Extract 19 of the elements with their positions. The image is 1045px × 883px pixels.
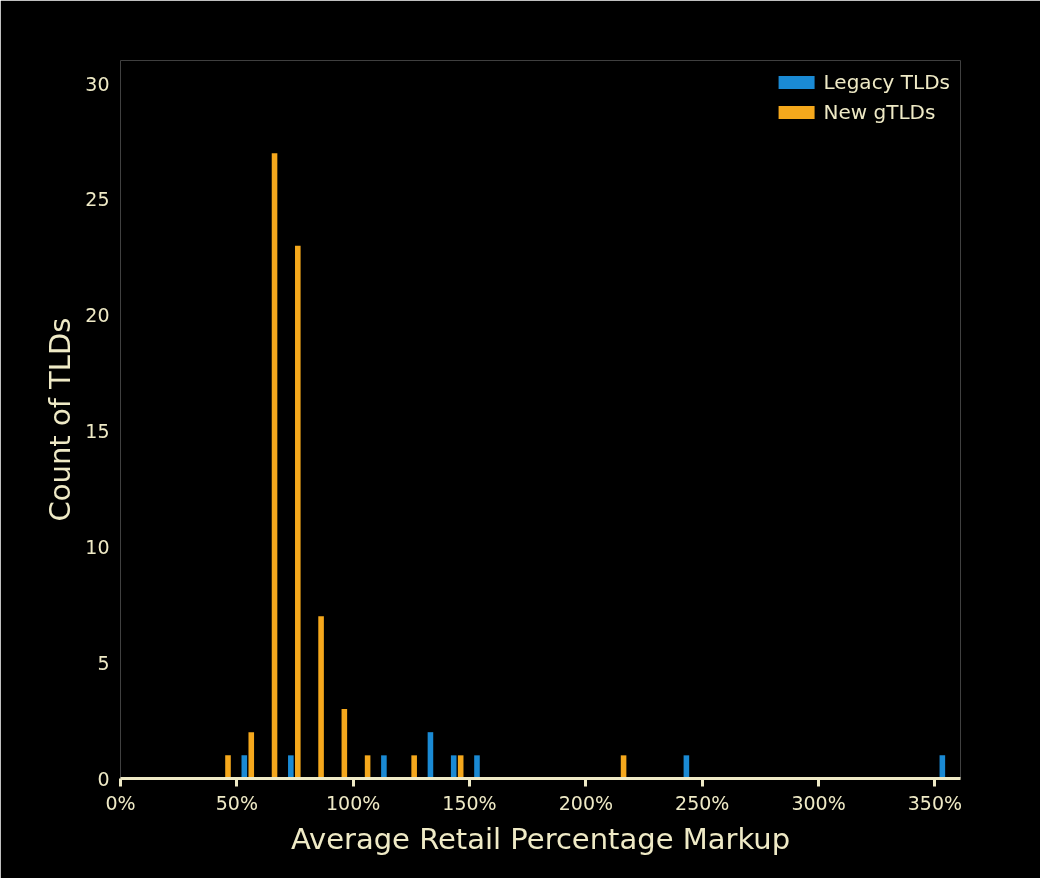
y-tick-label: 15 <box>85 420 110 443</box>
y-tick-label: 30 <box>85 72 110 95</box>
x-tick-label: 0% <box>105 791 136 814</box>
x-tick-label: 200% <box>558 791 614 814</box>
y-tick-label: 25 <box>85 188 110 211</box>
y-tick-label: 0 <box>97 767 110 790</box>
y-tick-label: 10 <box>85 535 110 558</box>
x-tick-label: 100% <box>326 791 381 814</box>
x-tick-label: 150% <box>442 791 497 814</box>
legend-label: Legacy TLDs <box>823 70 950 94</box>
y-axis-title: Count of TLDs <box>43 317 78 522</box>
x-axis-title: Average Retail Percentage Markup <box>290 821 791 856</box>
legend-label: New gTLDs <box>823 100 936 124</box>
y-tick-label: 20 <box>85 304 110 327</box>
x-tick-label: 250% <box>675 791 730 814</box>
x-tick-label: 350% <box>907 791 963 814</box>
x-tick-label: 50% <box>215 791 258 814</box>
x-tick-label: 300% <box>791 791 846 814</box>
y-tick-label: 5 <box>97 651 110 674</box>
